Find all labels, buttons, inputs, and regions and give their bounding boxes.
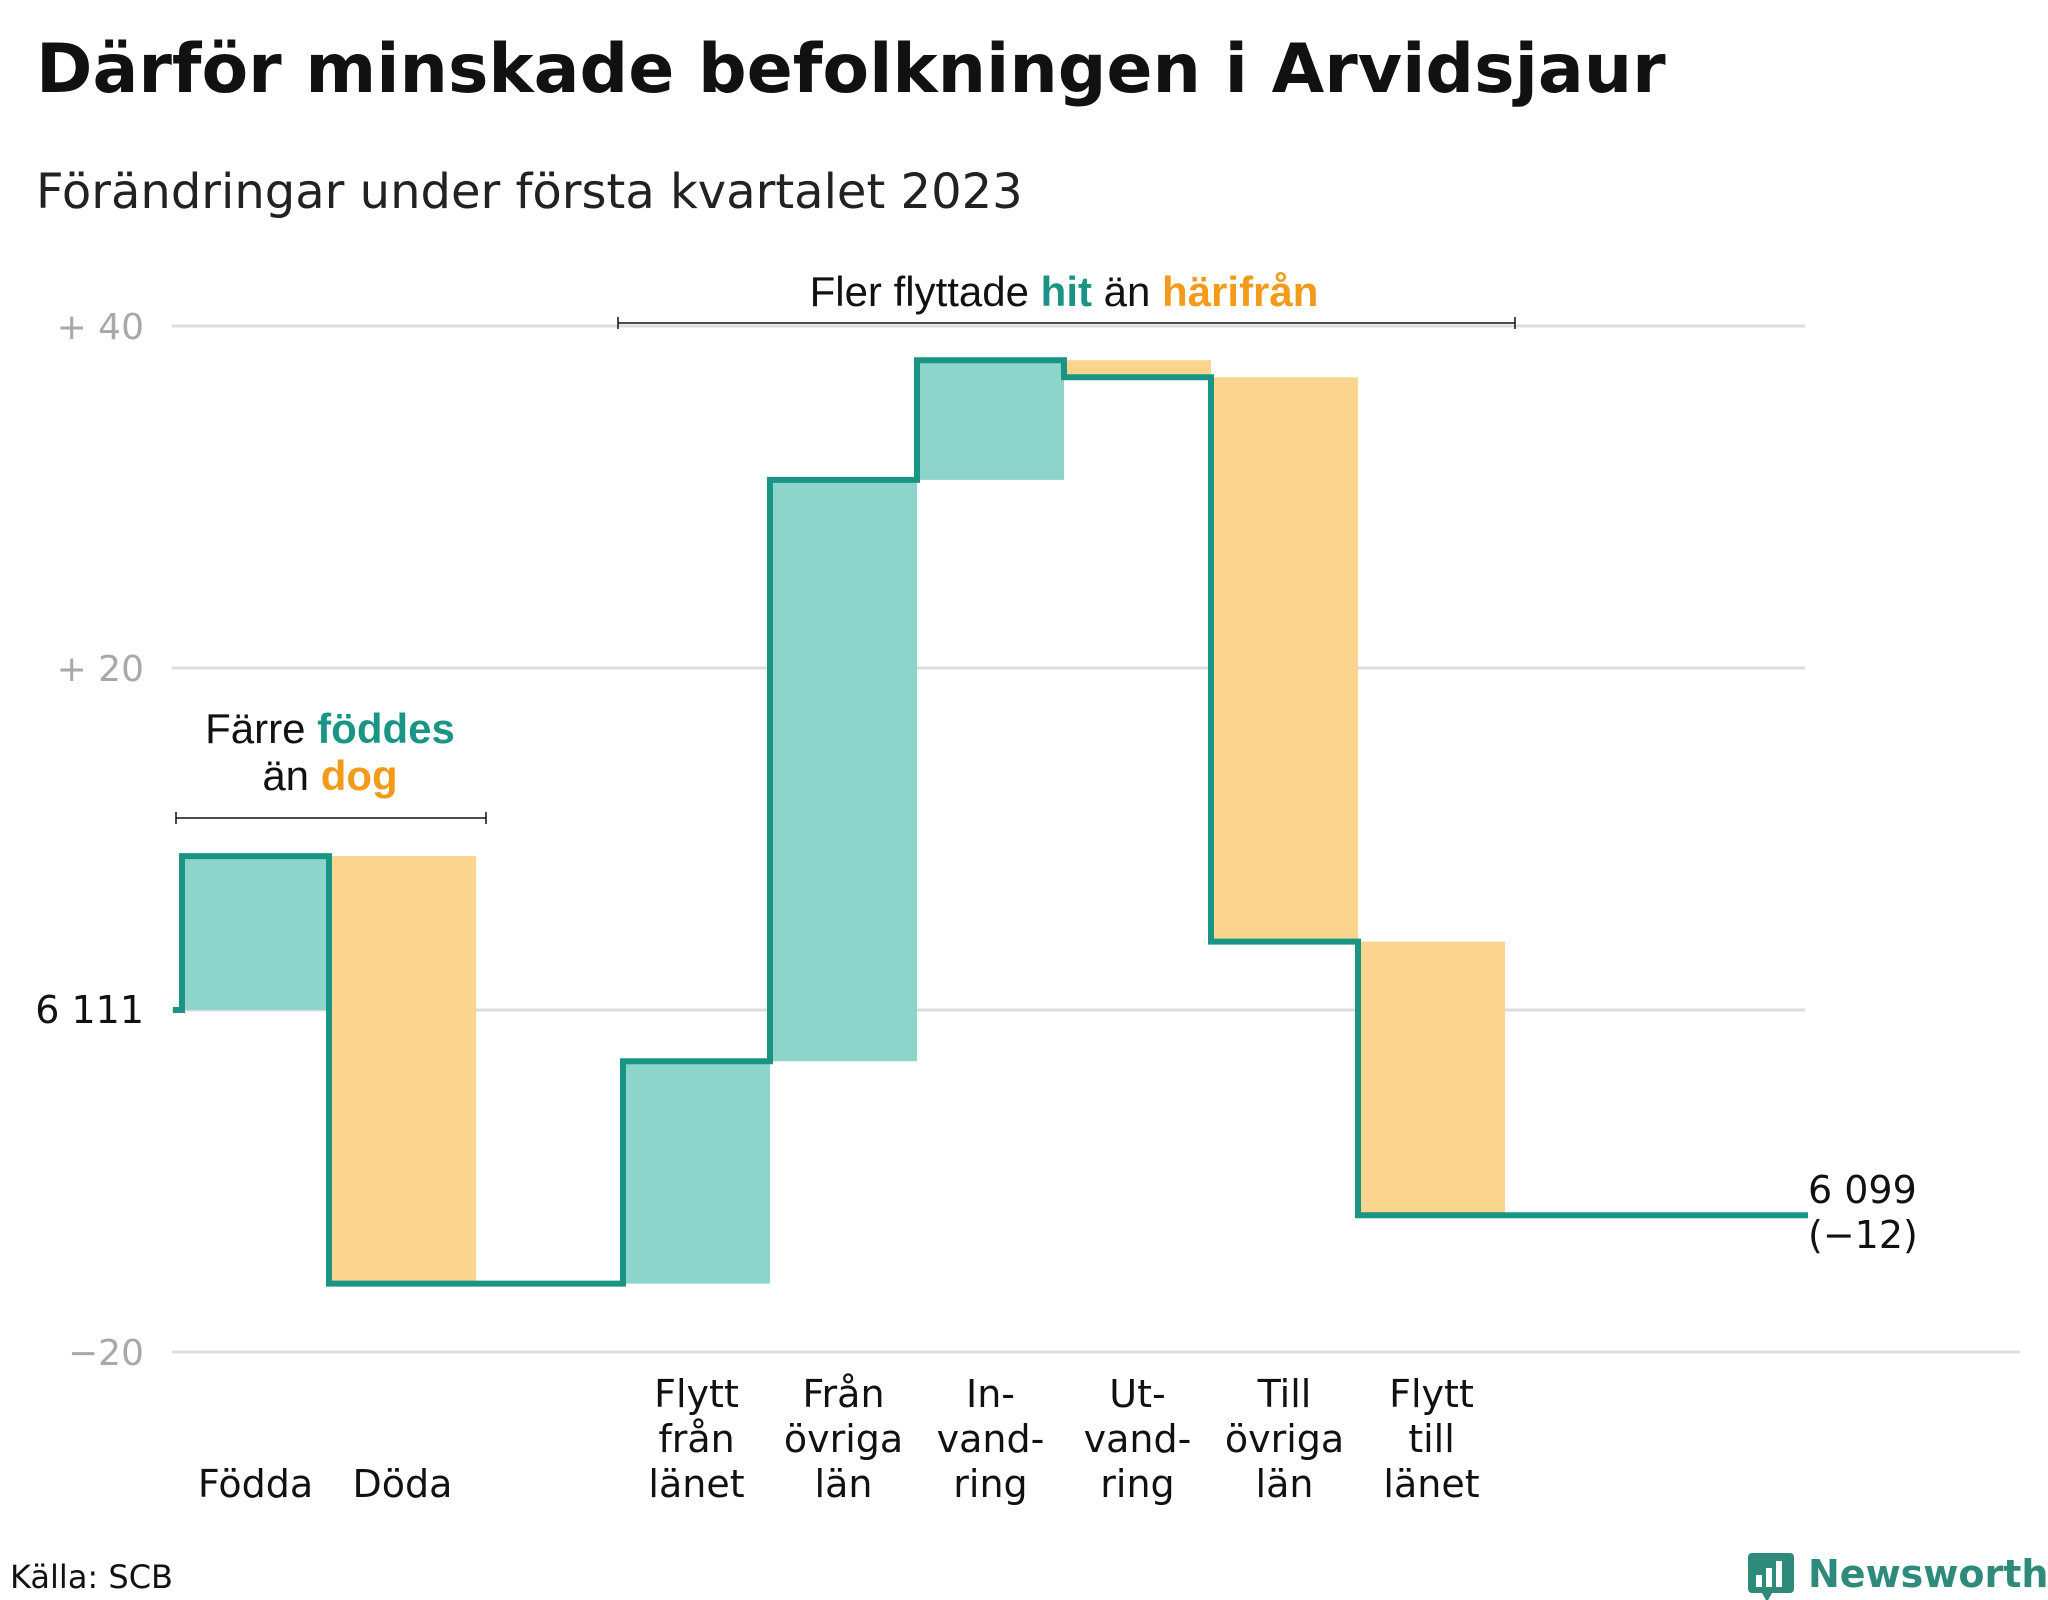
end-change-label: (−12)	[1808, 1213, 1918, 1257]
annotation-migration-text: Fler flyttade hit än härifrån	[810, 268, 1319, 315]
bars	[182, 360, 1505, 1284]
category-label: ring	[953, 1462, 1027, 1506]
category-label: ring	[1100, 1462, 1174, 1506]
category-label: Döda	[353, 1462, 453, 1506]
category-labels: Födda DödaFlyttfrånlänetFrånövrigalänIn-v…	[198, 1372, 1480, 1506]
category-label: Födda	[198, 1462, 313, 1506]
y-tick-label: −20	[68, 1333, 144, 1374]
chart-title: Därför minskade befolkningen i Arvidsjau…	[36, 30, 1666, 109]
running-total-line	[173, 357, 1808, 1287]
end-value-label: 6 099	[1808, 1168, 1917, 1212]
bar-Ut- vand- ring	[1064, 360, 1211, 378]
bar-In- vand- ring	[917, 360, 1064, 480]
newsworthy-icon	[1748, 1553, 1794, 1600]
annotation-natural: Färre föddes än dog	[175, 705, 487, 824]
category-label: län	[1256, 1462, 1314, 1506]
annotation-natural-line1: Färre föddes	[205, 705, 455, 752]
brand-name: Newsworthy	[1808, 1552, 2048, 1596]
y-start-label: 6 111	[35, 988, 144, 1032]
category-label: In-	[966, 1372, 1015, 1416]
category-label: övriga	[1225, 1417, 1344, 1461]
bar-Flytt till länet	[1358, 941, 1505, 1216]
source-label: Källa: SCB	[10, 1558, 173, 1596]
category-label: Till	[1257, 1372, 1312, 1416]
bar-Från övriga län	[770, 479, 917, 1062]
y-tick-label: + 20	[57, 649, 144, 690]
annotation-natural-line2: än dog	[262, 752, 397, 799]
category-label: Från	[802, 1372, 884, 1416]
newsworthy-logo: Newsworthy	[1748, 1552, 2048, 1600]
bar-Födda	[182, 856, 329, 1010]
category-label: län	[815, 1462, 873, 1506]
category-label: övriga	[784, 1417, 903, 1461]
chart-subtitle: Förändringar under första kvartalet 2023	[36, 164, 1023, 220]
category-label: Flytt	[654, 1372, 739, 1416]
bar-Flytt från länet	[623, 1061, 770, 1284]
y-tick-label: + 40	[57, 307, 144, 348]
bar-Döda	[329, 856, 476, 1284]
category-label: Flytt	[1389, 1372, 1474, 1416]
category-label: länet	[1383, 1462, 1479, 1506]
category-label: till	[1408, 1417, 1455, 1461]
bar-Till övriga län	[1211, 377, 1358, 942]
category-label: Ut-	[1109, 1372, 1165, 1416]
category-label: vand-	[1084, 1417, 1192, 1461]
category-label: från	[658, 1417, 734, 1461]
category-label: länet	[648, 1462, 744, 1506]
y-tick-labels: + 40 + 20 −20 6 111	[35, 307, 144, 1374]
annotation-migration: Fler flyttade hit än härifrån	[617, 268, 1516, 329]
category-label: vand-	[937, 1417, 1045, 1461]
